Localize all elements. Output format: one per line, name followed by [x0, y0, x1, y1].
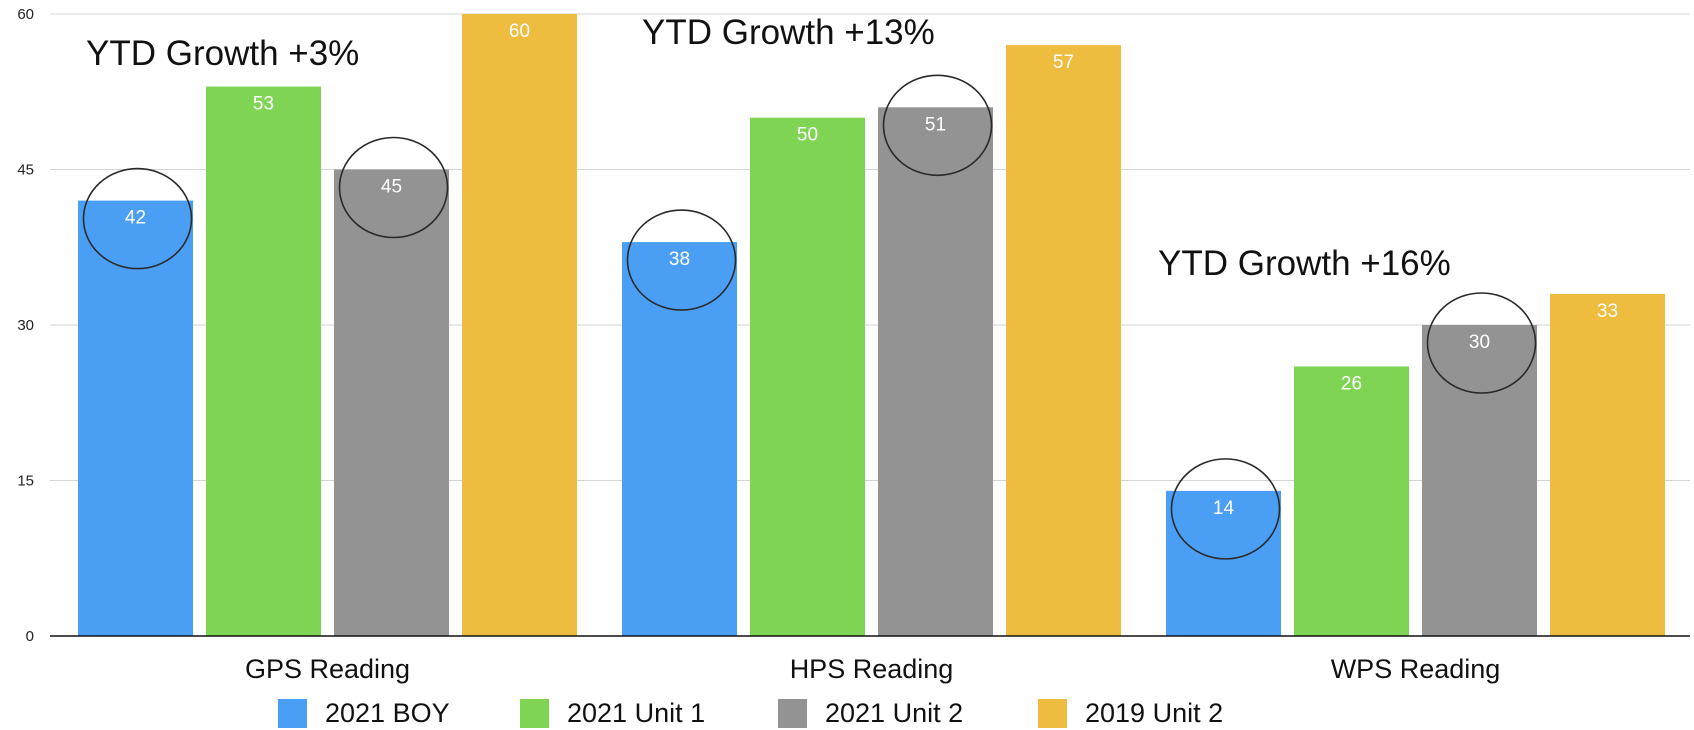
bar-data-label: 30 [1469, 332, 1490, 353]
circle-annotation [1170, 458, 1281, 560]
legend-swatch [520, 699, 549, 728]
bar-data-label: 33 [1597, 301, 1618, 322]
x-axis: GPS Reading HPS Reading WPS Reading [50, 635, 1690, 684]
growth-annotations: YTD Growth +3% YTD Growth +13% YTD Growth … [86, 13, 1451, 283]
y-tick-label: 15 [17, 473, 34, 490]
bar-data-label: 60 [509, 21, 530, 42]
bar [878, 107, 993, 637]
bar [334, 169, 449, 636]
y-tick-label: 30 [17, 317, 34, 334]
bar-data-label: 42 [125, 208, 146, 229]
bar [1422, 325, 1537, 636]
bars: 42 53 45 60 38 50 51 57 14 26 30 33 [78, 14, 1665, 637]
legend-label: 2021 Unit 1 [567, 698, 705, 728]
bar [750, 117, 865, 636]
circle-annotation [626, 209, 737, 311]
bar [1166, 490, 1281, 636]
y-axis: 0 15 30 45 60 [17, 6, 34, 645]
legend-label: 2021 BOY [325, 698, 450, 728]
x-tick-label: GPS Reading [245, 654, 410, 684]
bar-data-label: 38 [669, 249, 690, 270]
circle-annotation [1426, 292, 1537, 394]
x-tick-label: WPS Reading [1331, 654, 1501, 684]
circle-annotation [82, 167, 193, 270]
bar-data-label: 26 [1341, 373, 1362, 394]
bar [462, 14, 577, 636]
legend-swatch [1038, 699, 1067, 728]
y-tick-label: 60 [17, 6, 34, 23]
bar-data-label: 57 [1053, 52, 1074, 73]
bar-data-label: 14 [1213, 498, 1235, 519]
growth-annotation: YTD Growth +3% [86, 34, 359, 73]
legend-label: 2021 Unit 2 [825, 698, 963, 728]
bar [1294, 366, 1409, 636]
bar [78, 200, 193, 636]
bar [622, 242, 737, 637]
growth-annotation: YTD Growth +16% [1158, 244, 1451, 283]
legend: 2021 BOY 2021 Unit 1 2021 Unit 2 2019 Unit … [278, 698, 1223, 728]
circle-annotations [82, 74, 1537, 560]
bar-data-label: 50 [797, 125, 818, 146]
grid-lines [50, 13, 1690, 481]
bar [1550, 293, 1665, 636]
legend-label: 2019 Unit 2 [1085, 698, 1223, 728]
circle-annotation [882, 74, 993, 177]
y-tick-label: 45 [17, 162, 34, 179]
bar-data-label: 53 [253, 94, 274, 115]
legend-swatch [278, 699, 307, 728]
bar-data-label: 45 [381, 177, 402, 198]
y-tick-label: 0 [26, 628, 34, 645]
x-tick-label: HPS Reading [790, 654, 954, 684]
legend-swatch [778, 699, 807, 728]
growth-annotation: YTD Growth +13% [642, 13, 935, 52]
bar-data-label: 51 [925, 114, 946, 135]
bar [206, 86, 321, 637]
circle-annotation [338, 136, 449, 239]
bar [1006, 45, 1121, 637]
